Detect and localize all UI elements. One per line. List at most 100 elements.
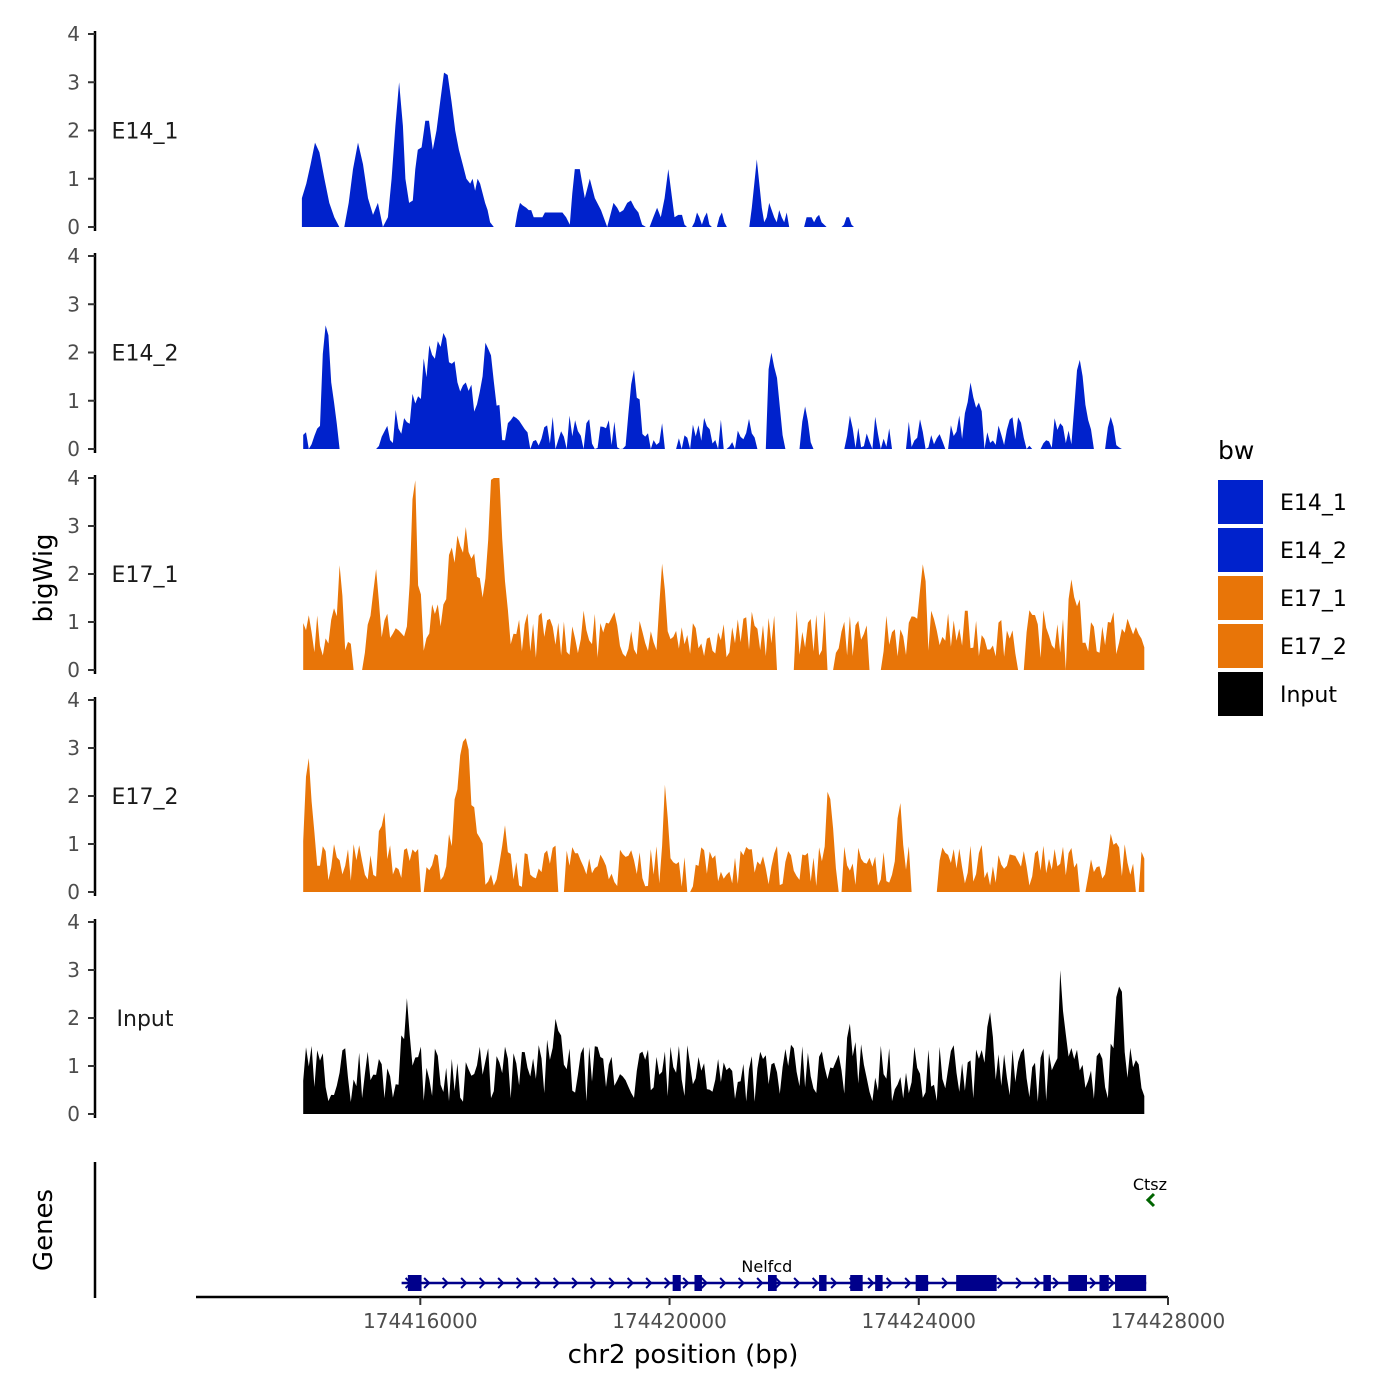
y-tick-label: 2 — [67, 784, 80, 808]
legend-label-E14_2: E14_2 — [1280, 539, 1347, 564]
track-label: E17_2 — [112, 785, 179, 810]
y-tick-label: 4 — [67, 466, 80, 490]
gene-exon — [1099, 1275, 1109, 1291]
track-E14_1: 0 1 2 3 4 E14_1 — [67, 22, 1146, 239]
y-tick-label: 1 — [67, 1054, 80, 1078]
y-tick-label: 0 — [67, 1102, 80, 1126]
strand-arrow — [1052, 1277, 1060, 1289]
strand-arrow — [1089, 1277, 1097, 1289]
strand-arrow — [534, 1277, 542, 1289]
tracks-layer: 0 1 2 3 4 E14_1 0 1 2 3 4 E14_2 0 1 2 3 4 E17_1 0 1 2 3 4 E17_2… — [67, 22, 1146, 1126]
strand-arrow — [811, 1277, 820, 1289]
legend-label-Input: Input — [1280, 683, 1337, 708]
strand-arrow — [497, 1277, 505, 1289]
legend-label-E17_1: E17_1 — [1280, 587, 1347, 612]
gene-exon — [875, 1275, 883, 1291]
y-tick-label: 1 — [67, 832, 80, 856]
track-E14_2: 0 1 2 3 4 E14_2 — [67, 244, 1145, 461]
strand-arrow — [941, 1277, 949, 1289]
gene-exon — [767, 1275, 777, 1291]
track-label: Input — [117, 1007, 174, 1032]
strand-arrow — [904, 1277, 912, 1289]
signal-area-Input — [303, 970, 1145, 1114]
track-E17_2: 0 1 2 3 4 E17_2 — [67, 688, 1145, 904]
strand-arrow — [552, 1277, 561, 1289]
strand-arrow — [737, 1277, 746, 1289]
legend-key-E14_2 — [1218, 528, 1263, 572]
strand-arrow — [515, 1277, 524, 1289]
gene-exon — [694, 1275, 702, 1291]
y-tick-label: 1 — [67, 610, 80, 634]
y-tick-label: 4 — [67, 22, 80, 46]
strand-arrow — [460, 1277, 468, 1289]
strand-arrow — [441, 1277, 450, 1289]
y-tick-label: 1 — [67, 389, 80, 413]
y-tick-label: 4 — [67, 244, 80, 268]
track-E17_1: 0 1 2 3 4 E17_1 — [67, 466, 1145, 682]
strand-arrow — [885, 1277, 894, 1289]
strand-arrow — [867, 1277, 875, 1289]
gene-exon — [407, 1275, 422, 1291]
strand-arrow — [608, 1277, 616, 1289]
strand-arrow — [682, 1277, 690, 1289]
strand-arrow — [645, 1277, 653, 1289]
strand-arrow — [1015, 1277, 1023, 1289]
strand-arrow — [589, 1277, 598, 1289]
signal-area-E14_1 — [301, 72, 1146, 227]
y-tick-label: 3 — [67, 292, 80, 316]
y-tick-label: 3 — [67, 736, 80, 760]
gene-exon — [915, 1275, 929, 1291]
x-tick-label: 174416000 — [363, 1309, 478, 1333]
x-axis: 174416000 174420000 174424000 174428000 — [196, 1295, 1226, 1333]
legend-label-E17_2: E17_2 — [1280, 635, 1347, 660]
y-tick-label: 0 — [67, 880, 80, 904]
gene-label: Ctsz — [1133, 1175, 1167, 1194]
y-tick-label: 3 — [67, 514, 80, 538]
genes-layer: Nelfcd Ctsz — [93, 1162, 1167, 1298]
gene-exon — [850, 1275, 863, 1291]
strand-arrow — [1145, 1192, 1156, 1208]
gene-exon — [672, 1275, 681, 1291]
y-tick-label: 0 — [67, 437, 80, 461]
gene-Ctsz: Ctsz — [1133, 1175, 1167, 1208]
x-tick-label: 174424000 — [862, 1309, 977, 1333]
signal-area-E14_2 — [303, 325, 1145, 449]
legend-label-E14_1: E14_1 — [1280, 491, 1347, 516]
strand-arrow — [793, 1277, 801, 1289]
strand-arrow — [423, 1277, 431, 1289]
x-tick-label: 174428000 — [1111, 1309, 1226, 1333]
strand-arrow — [626, 1277, 635, 1289]
y-tick-label: 1 — [67, 167, 80, 191]
legend-key-Input — [1218, 672, 1263, 716]
track-label: E17_1 — [112, 563, 179, 588]
y-tick-label: 4 — [67, 910, 80, 934]
gene-Nelfcd: Nelfcd — [401, 1257, 1147, 1291]
signal-area-E17_2 — [303, 738, 1145, 892]
y-tick-label: 3 — [67, 958, 80, 982]
legend: E14_1 E14_2 E17_1 E17_2 Input — [1218, 480, 1347, 716]
strand-arrow — [830, 1277, 838, 1289]
strand-arrow — [663, 1277, 672, 1289]
strand-arrow — [700, 1277, 709, 1289]
strand-arrow — [996, 1277, 1005, 1289]
y-tick-label: 2 — [67, 119, 80, 143]
strand-arrow — [1107, 1277, 1116, 1289]
gene-exon — [956, 1275, 997, 1291]
strand-arrow — [719, 1277, 727, 1289]
track-label: E14_2 — [112, 342, 179, 367]
x-axis-title: chr2 position (bp) — [568, 1340, 799, 1370]
strand-arrow — [774, 1277, 783, 1289]
gene-exon — [1068, 1275, 1087, 1291]
genes-axis-title: Genes — [29, 1189, 59, 1271]
y-tick-label: 0 — [67, 215, 80, 239]
legend-title: bw — [1218, 436, 1254, 465]
legend-key-E14_1 — [1218, 480, 1263, 524]
gene-exon — [1115, 1275, 1147, 1291]
track-label: E14_1 — [112, 120, 179, 145]
gene-exon — [819, 1275, 827, 1291]
y-tick-label: 0 — [67, 658, 80, 682]
legend-key-E17_2 — [1218, 624, 1263, 668]
y-tick-label: 4 — [67, 688, 80, 712]
y-tick-label: 2 — [67, 1006, 80, 1030]
